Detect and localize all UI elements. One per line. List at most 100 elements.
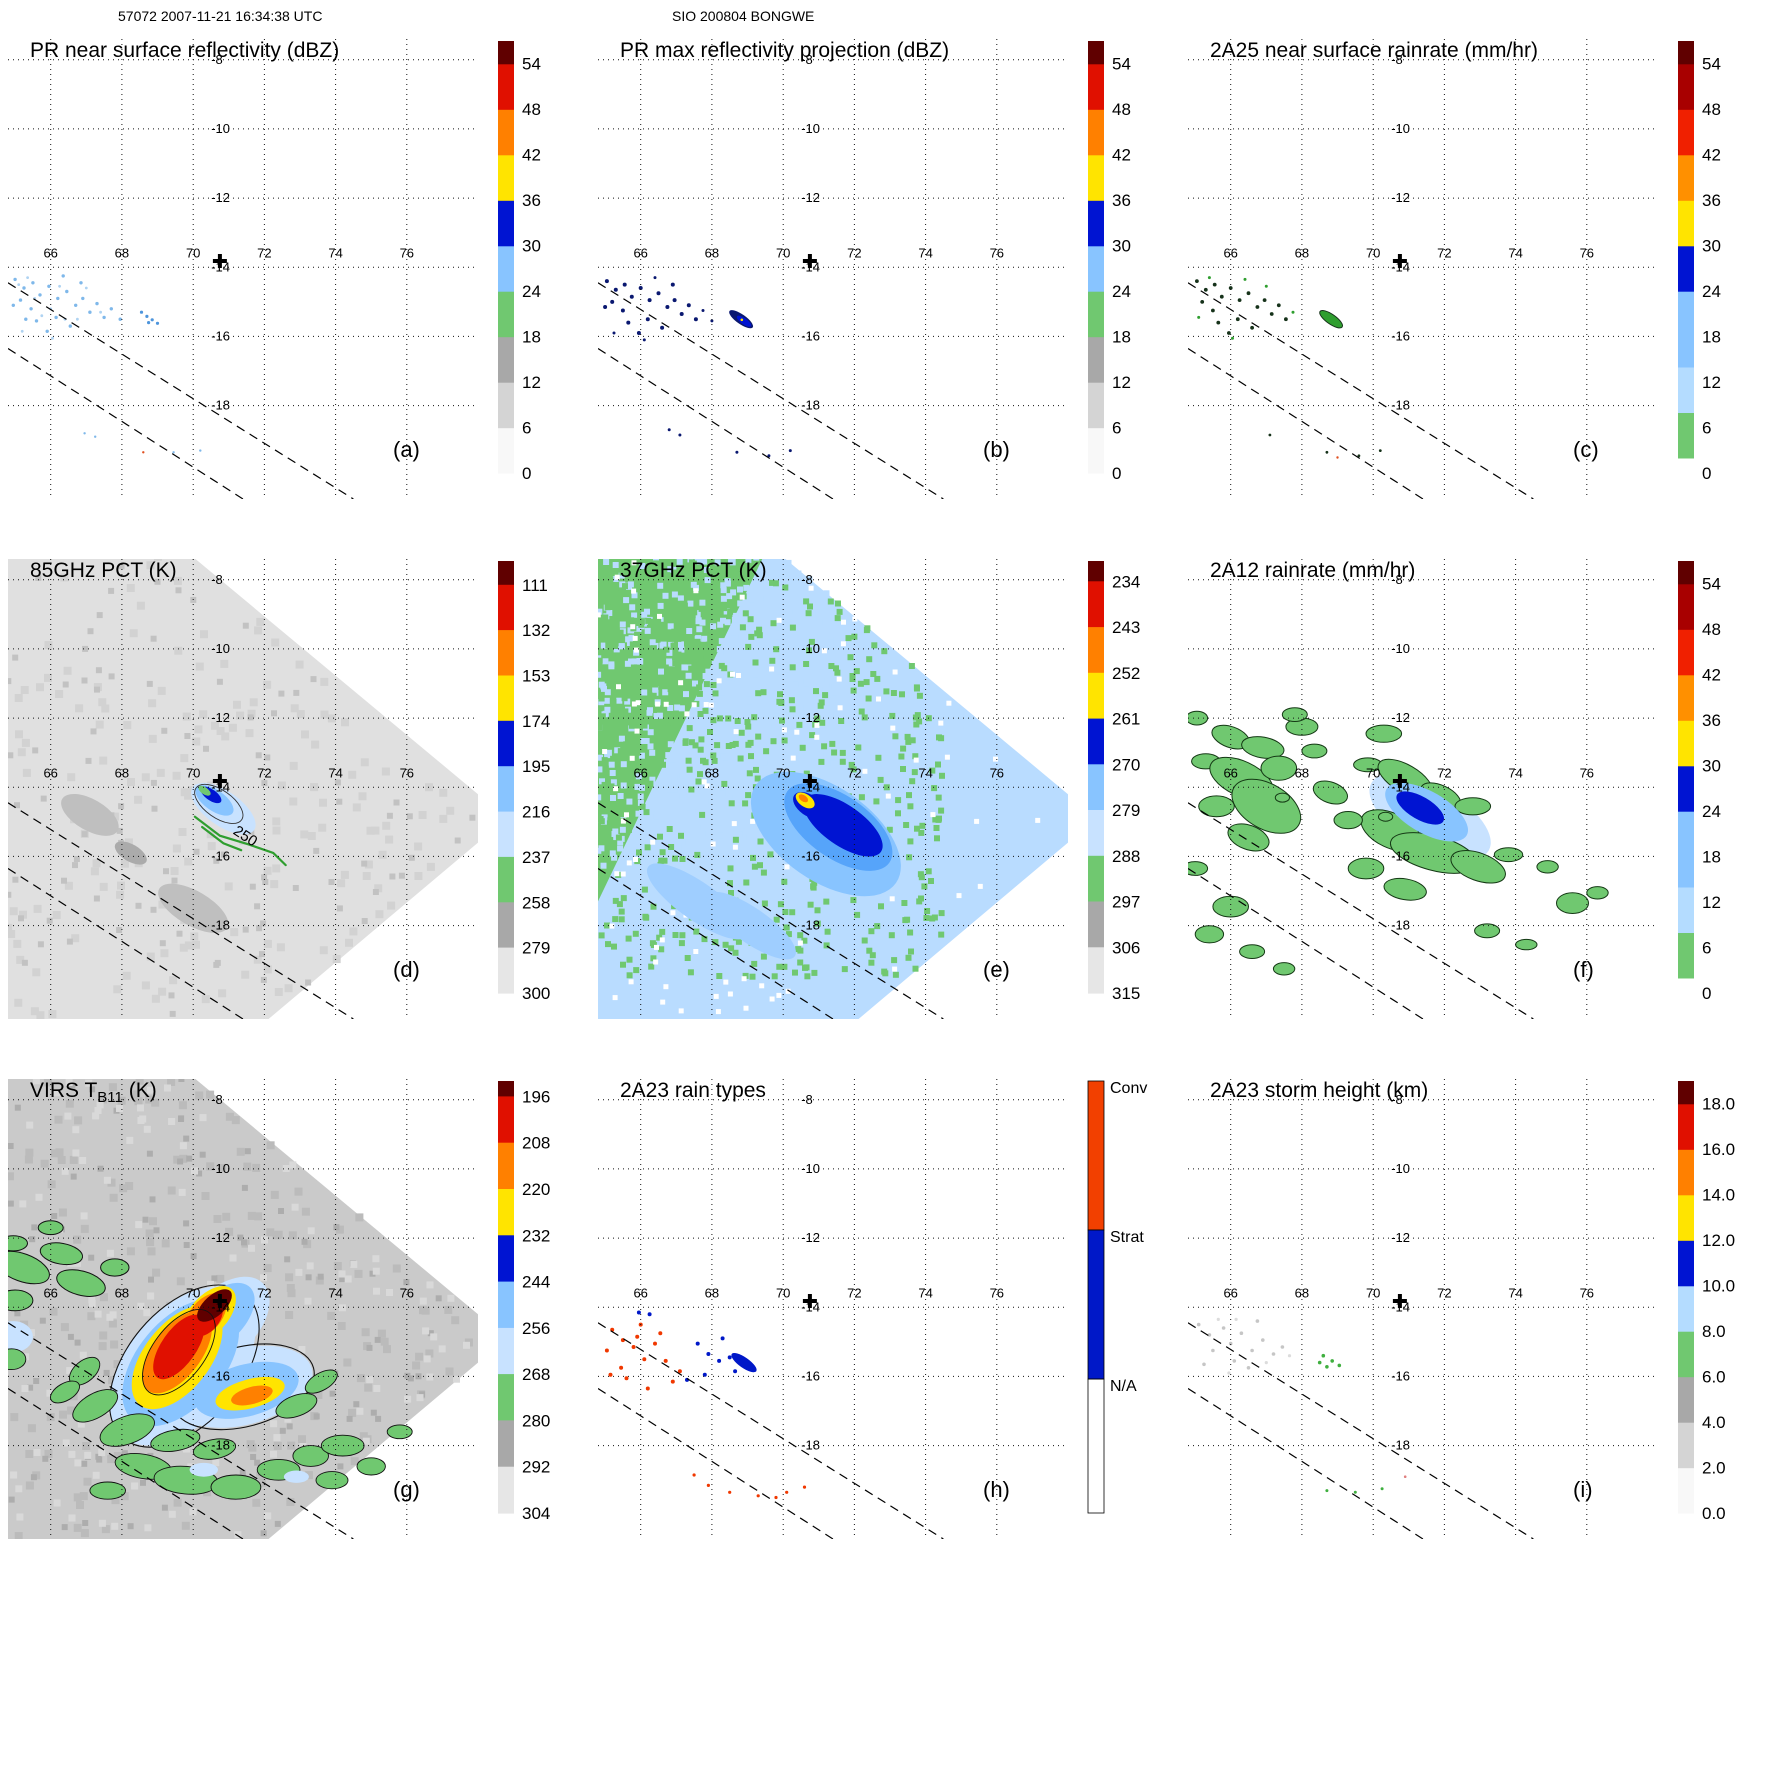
colorbar-segment xyxy=(1678,561,1694,585)
lon-tick-label: 76 xyxy=(990,246,1004,261)
lon-tick-label: 72 xyxy=(257,246,271,261)
lat-tick-label: -18 xyxy=(211,398,230,413)
colorbar-segment xyxy=(1678,457,1694,474)
colorbar-segment xyxy=(1678,41,1694,65)
lon-tick-label: 66 xyxy=(633,246,647,261)
tick-labels-i: 66 68 70 72 74 76-8-10-12-14-16-18 xyxy=(1223,1092,1594,1453)
colorbar-segment xyxy=(1678,366,1694,413)
colorbar-segment xyxy=(1088,855,1104,903)
lat-tick-label: -10 xyxy=(801,1161,820,1176)
colorbar-segment xyxy=(1088,901,1104,948)
lat-tick-label: -8 xyxy=(211,572,223,587)
lat-tick-label: -16 xyxy=(1391,1368,1410,1383)
colorbar-segment xyxy=(1678,1422,1694,1469)
lon-tick-label: 70 xyxy=(1366,1286,1380,1301)
colorbar-segment xyxy=(1678,245,1694,292)
colorbar-category-label: Strat xyxy=(1110,1229,1144,1246)
lon-tick-label: 74 xyxy=(328,766,342,781)
colorbar-tick-label: 12 xyxy=(1702,893,1721,912)
colorbar-tick-label: 18 xyxy=(1112,328,1131,347)
colorbar-segment xyxy=(1678,720,1694,767)
lon-tick-label: 70 xyxy=(1366,246,1380,261)
swath-edge-lines-h xyxy=(598,1322,944,1539)
swath-edge-lines-e xyxy=(598,802,944,1019)
colorbar-segment xyxy=(1678,886,1694,933)
colorbar-segment xyxy=(1678,1467,1694,1514)
colorbar-segment xyxy=(1088,764,1104,811)
colorbar-tick-label: 0.0 xyxy=(1702,1504,1726,1523)
colorbar-tick-label: 304 xyxy=(522,1504,550,1523)
colorbar-c: 54 48 42 36 30 24 18 12 6 0 xyxy=(1678,41,1721,483)
colorbar-segment xyxy=(1088,291,1104,338)
panel-title-d: 85GHz PCT (K) xyxy=(30,559,177,582)
colorbar-segment xyxy=(1088,200,1104,247)
colorbar-tick-label: 12 xyxy=(1702,373,1721,392)
colorbar-segment xyxy=(498,427,514,474)
graticule-f xyxy=(1188,559,1658,1019)
lat-tick-label: -18 xyxy=(801,398,820,413)
colorbar-tick-label: 237 xyxy=(522,848,550,867)
lon-tick-label: 72 xyxy=(847,1286,861,1301)
colorbar-segment xyxy=(1088,718,1104,765)
swath-edge-lines-f xyxy=(1188,802,1534,1019)
orbit-timestamp: 57072 2007-11-21 16:34:38 UTC xyxy=(118,8,323,24)
graticule-h xyxy=(598,1079,1068,1539)
lat-tick-label: -12 xyxy=(801,1230,820,1245)
lat-tick-label: -10 xyxy=(1391,121,1410,136)
colorbar-segment xyxy=(1678,154,1694,201)
colorbar-tick-label: 0 xyxy=(1702,984,1711,1003)
swath-edge-lines-c xyxy=(1188,282,1534,499)
lon-tick-label: 76 xyxy=(400,246,414,261)
colorbar-tick-label: 220 xyxy=(522,1180,550,1199)
colorbar-segment xyxy=(1088,382,1104,429)
panel-title-e: 37GHz PCT (K) xyxy=(620,559,767,582)
lon-tick-label: 68 xyxy=(1295,246,1309,261)
colorbar-tick-label: 270 xyxy=(1112,755,1140,774)
panel-letter-e: (e) xyxy=(983,957,1010,982)
map-area-g xyxy=(8,1079,478,1539)
lon-tick-label: 72 xyxy=(847,246,861,261)
lat-tick-label: -10 xyxy=(211,1161,230,1176)
colorbar-segment xyxy=(1678,1194,1694,1241)
swath-edge-lines-b xyxy=(598,282,944,499)
map-area-c xyxy=(1195,276,1382,459)
lat-tick-label: -12 xyxy=(1391,1230,1410,1245)
lon-tick-label: 66 xyxy=(1223,246,1237,261)
lat-tick-label: -12 xyxy=(211,1230,230,1245)
colorbar-category-label: Conv xyxy=(1110,1080,1147,1097)
colorbar-tick-label: 2.0 xyxy=(1702,1459,1726,1478)
colorbar-tick-label: 280 xyxy=(522,1411,550,1430)
colorbar-tick-label: 24 xyxy=(1702,282,1721,301)
colorbar-e: 234 243 252 261 270 279 288 297 306 315 xyxy=(1088,561,1140,1003)
panel-title-f: 2A12 rainrate (mm/hr) xyxy=(1210,559,1415,582)
colorbar-segment xyxy=(1088,810,1104,857)
panel-title-h: 2A23 rain types xyxy=(620,1079,766,1102)
lon-tick-label: 68 xyxy=(115,1286,129,1301)
colorbar-segment xyxy=(1678,291,1694,368)
colorbar-segment xyxy=(1088,947,1104,994)
storm-center-marker-icon xyxy=(212,774,227,788)
colorbar-segment xyxy=(1678,63,1694,110)
colorbar-tick-label: 306 xyxy=(1112,938,1140,957)
colorbar-segment xyxy=(498,1189,514,1236)
lat-tick-label: -18 xyxy=(801,1438,820,1453)
panel-letter-b: (b) xyxy=(983,437,1010,462)
lat-tick-label: -10 xyxy=(801,641,820,656)
colorbar-tick-label: 24 xyxy=(522,282,541,301)
storm-center-marker-icon xyxy=(1392,1294,1407,1308)
colorbar-segment xyxy=(1678,977,1694,994)
lon-tick-label: 76 xyxy=(400,1286,414,1301)
colorbar-tick-label: 297 xyxy=(1112,893,1140,912)
colorbar-tick-label: 0 xyxy=(1112,464,1121,483)
colorbar-segment xyxy=(498,947,514,994)
panel-letter-a: (a) xyxy=(393,437,420,462)
map-area-b xyxy=(603,276,792,458)
panel-title-i: 2A23 storm height (km) xyxy=(1210,1079,1428,1102)
lon-tick-label: 68 xyxy=(1295,766,1309,781)
colorbar-segment xyxy=(498,811,514,858)
tick-labels-f: 66 68 70 72 74 76-8-10-12-14-16-18 xyxy=(1223,572,1594,933)
colorbar-segment xyxy=(1678,200,1694,247)
